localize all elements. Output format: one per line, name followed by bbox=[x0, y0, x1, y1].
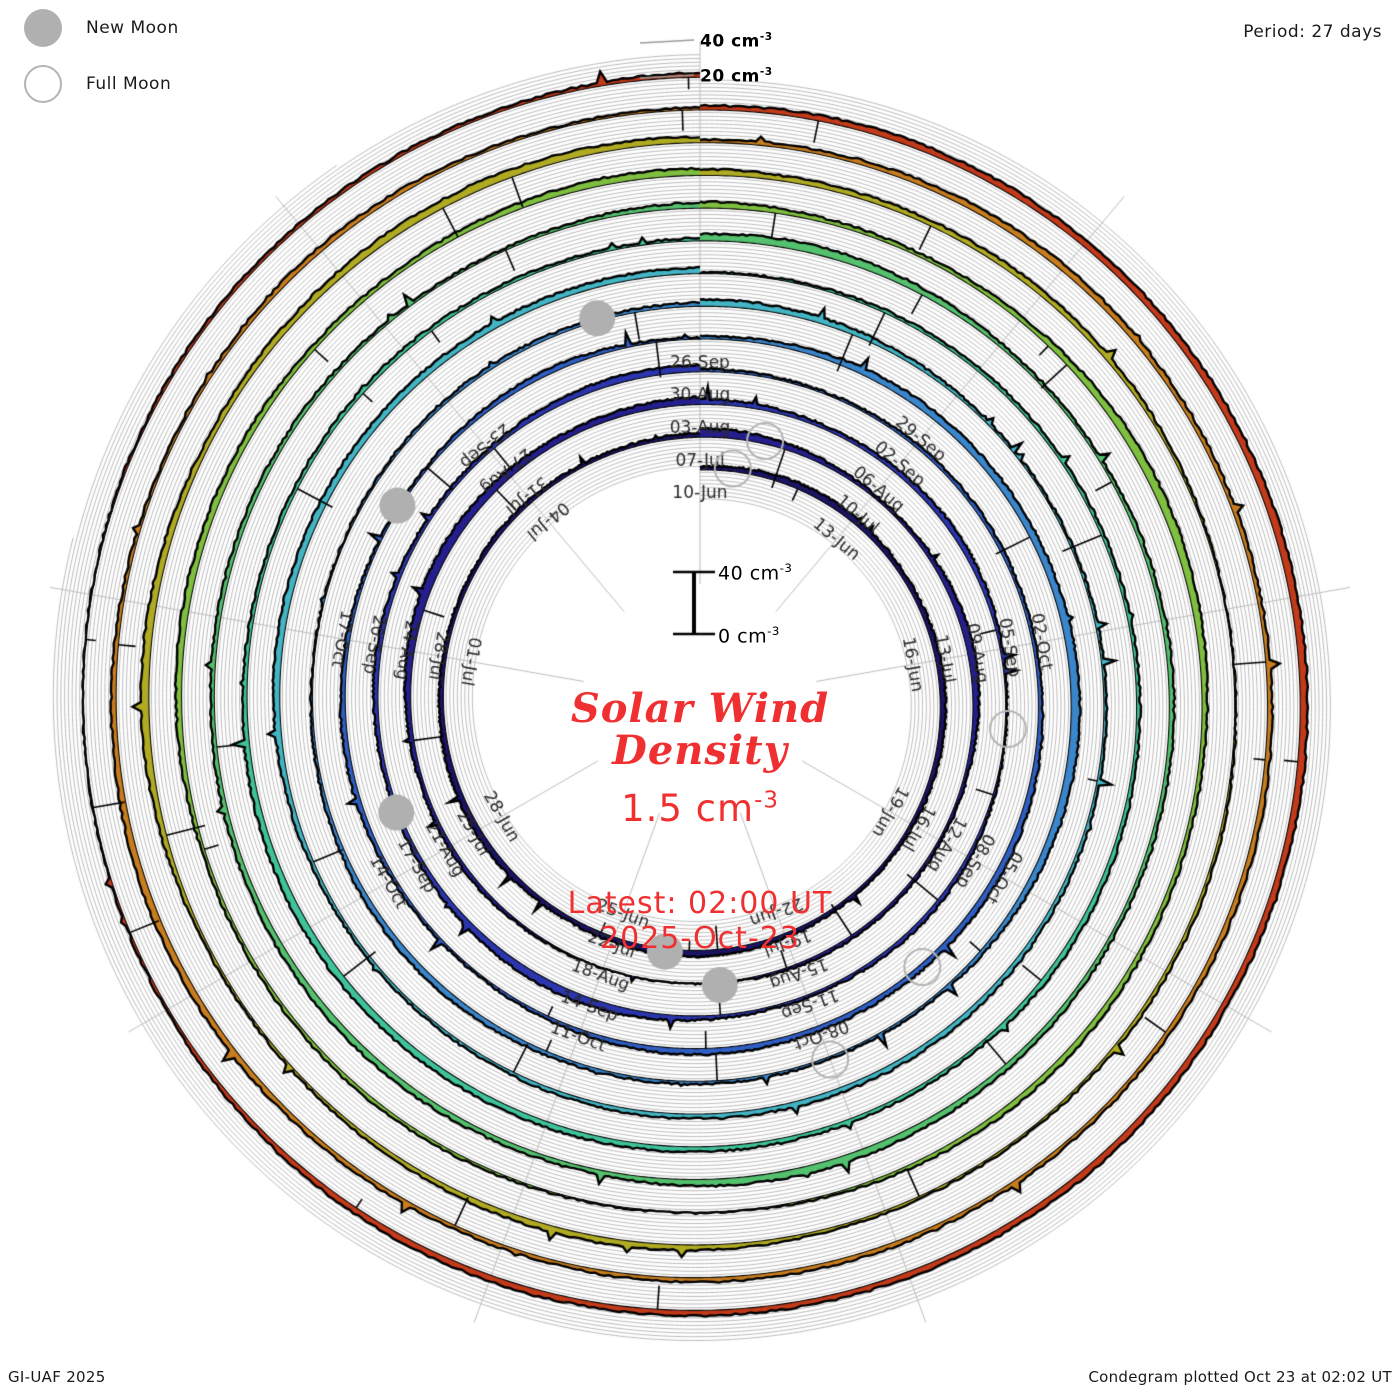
legend-label-new-moon: New Moon bbox=[86, 18, 179, 38]
open-circle-icon bbox=[24, 65, 62, 103]
legend-label-full-moon: Full Moon bbox=[86, 74, 172, 94]
moon-phase-legend: New Moon Full Moon bbox=[0, 0, 300, 112]
legend-item-new-moon: New Moon bbox=[0, 0, 300, 56]
scalebar-top-label: 40 cm-3 bbox=[718, 561, 793, 585]
scalebar-bottom-label: 0 cm-3 bbox=[718, 624, 780, 648]
radial-tick-20: 20 cm-3 bbox=[700, 66, 773, 87]
legend-item-full-moon: Full Moon bbox=[0, 56, 300, 112]
filled-circle-icon bbox=[24, 9, 62, 47]
radial-tick-40: 40 cm-3 bbox=[700, 31, 773, 52]
period-label: Period: 27 days bbox=[1243, 22, 1382, 42]
plotted-label: Condegram plotted Oct 23 at 02:02 UT bbox=[1088, 1368, 1392, 1386]
credit-label: GI-UAF 2025 bbox=[8, 1368, 106, 1386]
